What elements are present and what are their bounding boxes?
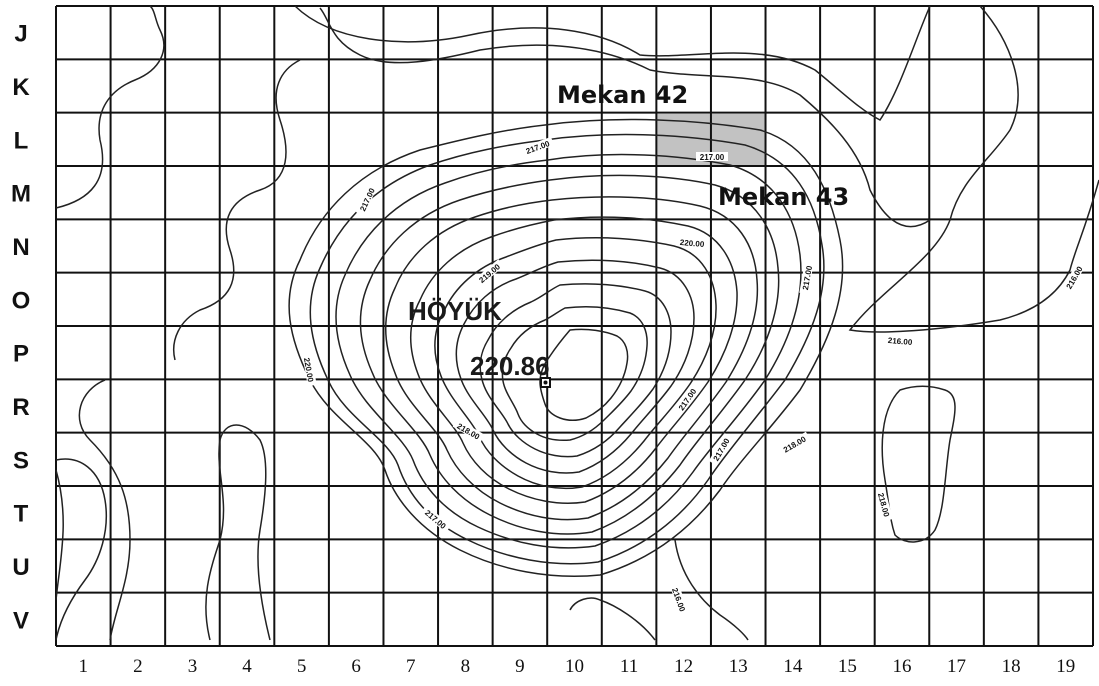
mekan-43-label: Mekan 43 <box>718 183 849 211</box>
contour-label: 218.00 <box>875 487 893 522</box>
column-label-14: 14 <box>783 656 803 677</box>
column-label-5: 5 <box>297 656 307 677</box>
column-label-18: 18 <box>1002 656 1021 677</box>
contour-label: 217.00 <box>420 505 452 533</box>
column-label-8: 8 <box>461 656 471 677</box>
row-label-n: N <box>12 234 29 261</box>
column-label-2: 2 <box>133 656 143 677</box>
contour-label-background <box>708 433 733 466</box>
contour-label-background <box>673 383 700 415</box>
row-label-l: L <box>14 127 29 154</box>
contour-label-text: 217.00 <box>358 186 377 212</box>
column-label-11: 11 <box>620 656 638 677</box>
contour-label-text: 217.00 <box>801 265 814 291</box>
row-label-r: R <box>12 394 29 421</box>
column-label-12: 12 <box>674 656 693 677</box>
column-label-7: 7 <box>406 656 416 677</box>
contour-label-text: 216.00 <box>887 336 913 347</box>
contour-label-text: 216.00 <box>1065 264 1085 290</box>
mekan-42-label: Mekan 42 <box>557 81 688 109</box>
column-label-17: 17 <box>947 656 966 677</box>
contour-label-background <box>875 487 893 522</box>
row-label-m: M <box>11 181 31 208</box>
contour-label-text: 220.00 <box>302 357 315 383</box>
contour-label-background <box>1061 261 1086 294</box>
contour-label: 220.00 <box>675 236 709 249</box>
contour-label: 217.00 <box>799 261 814 295</box>
site-label: HÖYÜK <box>408 296 502 326</box>
row-label-u: U <box>12 554 29 581</box>
contour-label-background <box>696 152 728 161</box>
contour-label-text: 217.00 <box>700 153 725 162</box>
row-label-p: P <box>13 341 29 368</box>
summit-marker <box>540 377 551 388</box>
contour-label-background <box>355 182 378 216</box>
row-label-o: O <box>12 287 31 314</box>
contour-label-background <box>420 505 452 533</box>
contour-label-text: 217.00 <box>712 436 732 462</box>
contour-label: 216.00 <box>669 582 690 617</box>
row-label-j: J <box>14 21 27 48</box>
contour-label-text: 220.00 <box>679 238 705 249</box>
contour-label-background <box>799 261 814 295</box>
column-label-6: 6 <box>351 656 361 677</box>
column-label-10: 10 <box>565 656 584 677</box>
contour-label: 218.00 <box>778 431 811 456</box>
row-label-v: V <box>13 607 29 634</box>
column-label-3: 3 <box>188 656 198 677</box>
contour-lines <box>55 5 1099 641</box>
contour-label: 217.00 <box>520 136 555 157</box>
contour-label-background <box>883 334 917 347</box>
column-label-1: 1 <box>79 656 89 677</box>
column-label-15: 15 <box>838 656 857 677</box>
column-label-4: 4 <box>242 656 252 677</box>
row-label-k: K <box>12 74 30 101</box>
row-label-t: T <box>14 501 29 528</box>
contour-label-background <box>473 259 505 287</box>
contour-label: 217.00 <box>696 152 728 162</box>
contour-label-text: 218.00 <box>876 492 891 518</box>
contour-label-background <box>669 582 690 617</box>
contour-label-text: 216.00 <box>670 587 687 614</box>
grid-lines <box>55 5 1094 647</box>
contour-label-background <box>452 418 485 443</box>
contour-label-background <box>778 431 811 456</box>
contour-label-background <box>520 136 555 157</box>
column-label-13: 13 <box>729 656 748 677</box>
contour-label: 217.00 <box>355 182 378 216</box>
contour-label-background <box>302 353 317 387</box>
summit-elevation-label: 220.86 <box>470 351 550 381</box>
contour-label-text: 218.00 <box>782 434 808 454</box>
contour-label-background <box>675 236 709 249</box>
column-label-9: 9 <box>515 656 525 677</box>
column-label-19: 19 <box>1056 656 1075 677</box>
contour-label: 220.00 <box>302 353 317 387</box>
contour-label: 218.00 <box>452 418 485 443</box>
row-label-s: S <box>13 447 29 474</box>
column-labels: 1 2 3 4 5 6 7 8 9 10 11 12 13 14 15 16 17 18 19 <box>79 656 1076 677</box>
column-label-16: 16 <box>892 656 911 677</box>
contour-label: 216.00 <box>883 334 917 347</box>
